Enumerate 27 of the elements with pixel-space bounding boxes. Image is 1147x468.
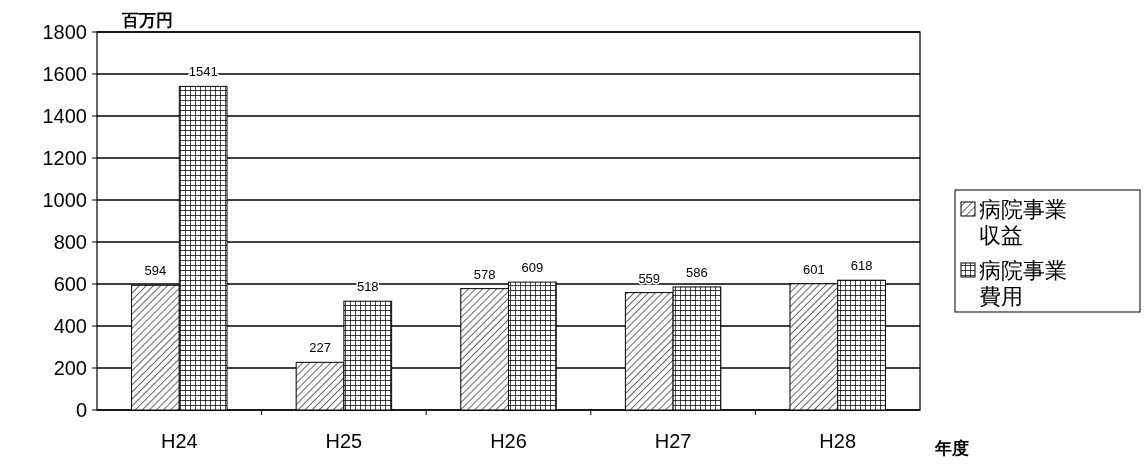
y-tick-label: 1800 bbox=[42, 21, 87, 43]
y-tick-label: 800 bbox=[53, 231, 87, 253]
data-label: 578 bbox=[473, 266, 496, 282]
data-label: 586 bbox=[686, 264, 708, 280]
y-tick-label: 200 bbox=[53, 357, 87, 379]
y-tick-label: 0 bbox=[75, 399, 87, 421]
data-label: 601 bbox=[802, 261, 825, 277]
y-tick-label: 600 bbox=[53, 273, 87, 295]
data-label: 594 bbox=[144, 263, 167, 279]
x-axis-title: 年度 bbox=[934, 439, 969, 458]
x-tick-label: H27 bbox=[654, 430, 692, 452]
x-tick-label: H28 bbox=[819, 430, 857, 452]
y-tick-label: 1600 bbox=[42, 63, 87, 85]
x-tick-label: H25 bbox=[325, 430, 363, 452]
y-tick-label: 1400 bbox=[42, 105, 87, 127]
data-label: 618 bbox=[850, 258, 873, 274]
y-tick-label: 400 bbox=[53, 315, 87, 337]
data-label: 559 bbox=[638, 270, 661, 286]
data-label: 227 bbox=[309, 340, 331, 356]
y-axis-title: 百万円 bbox=[121, 11, 173, 30]
legend-label: 病院事業収益 bbox=[979, 197, 1067, 248]
y-tick-label: 1200 bbox=[42, 147, 87, 169]
y-tick-label: 1000 bbox=[42, 189, 87, 211]
data-label: 609 bbox=[521, 260, 544, 276]
legend-label: 病院事業費用 bbox=[979, 258, 1067, 309]
x-tick-label: H24 bbox=[160, 430, 198, 452]
x-tick-label: H26 bbox=[490, 430, 527, 452]
